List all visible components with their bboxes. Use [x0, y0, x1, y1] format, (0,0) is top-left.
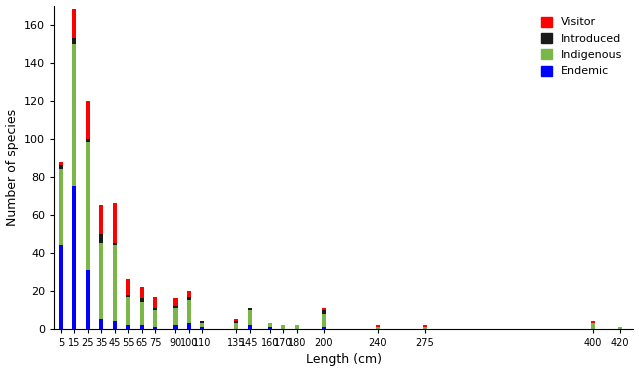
Bar: [618, 327, 622, 329]
Y-axis label: Number of species: Number of species: [6, 109, 19, 226]
Bar: [153, 327, 157, 329]
Bar: [173, 308, 178, 325]
Bar: [140, 302, 144, 325]
Bar: [153, 310, 157, 327]
Bar: [72, 9, 77, 38]
Bar: [234, 323, 238, 329]
Bar: [295, 325, 298, 329]
Bar: [376, 325, 380, 327]
Bar: [187, 291, 191, 296]
Bar: [140, 298, 144, 302]
Bar: [247, 310, 252, 325]
Bar: [234, 319, 238, 321]
Bar: [321, 314, 326, 327]
Bar: [140, 325, 144, 329]
Bar: [591, 323, 595, 329]
Bar: [321, 327, 326, 329]
Bar: [591, 321, 595, 323]
Bar: [247, 325, 252, 329]
Bar: [100, 234, 104, 243]
Bar: [173, 306, 178, 308]
Bar: [113, 203, 117, 243]
Bar: [247, 308, 252, 310]
Bar: [113, 243, 117, 245]
Bar: [281, 325, 285, 329]
Bar: [100, 319, 104, 329]
Bar: [187, 296, 191, 300]
Bar: [127, 295, 130, 296]
Bar: [268, 323, 272, 327]
Bar: [201, 323, 204, 327]
Bar: [86, 142, 90, 270]
X-axis label: Length (cm): Length (cm): [306, 353, 382, 366]
Bar: [59, 245, 63, 329]
Bar: [201, 327, 204, 329]
Bar: [268, 327, 272, 329]
Bar: [153, 296, 157, 308]
Bar: [201, 321, 204, 323]
Bar: [113, 245, 117, 321]
Bar: [113, 321, 117, 329]
Bar: [127, 296, 130, 325]
Bar: [72, 38, 77, 44]
Bar: [127, 325, 130, 329]
Bar: [376, 327, 380, 329]
Bar: [422, 327, 427, 329]
Bar: [140, 287, 144, 298]
Bar: [173, 325, 178, 329]
Bar: [86, 270, 90, 329]
Bar: [100, 243, 104, 319]
Bar: [187, 323, 191, 329]
Bar: [100, 205, 104, 234]
Bar: [234, 321, 238, 323]
Bar: [187, 300, 191, 323]
Bar: [86, 139, 90, 142]
Bar: [72, 186, 77, 329]
Bar: [321, 310, 326, 314]
Bar: [59, 169, 63, 245]
Legend: Visitor, Introduced, Indigenous, Endemic: Visitor, Introduced, Indigenous, Endemic: [535, 11, 628, 82]
Bar: [72, 44, 77, 186]
Bar: [321, 308, 326, 310]
Bar: [173, 298, 178, 306]
Bar: [153, 308, 157, 310]
Bar: [86, 101, 90, 139]
Bar: [127, 279, 130, 295]
Bar: [422, 325, 427, 327]
Bar: [59, 161, 63, 165]
Bar: [59, 165, 63, 169]
